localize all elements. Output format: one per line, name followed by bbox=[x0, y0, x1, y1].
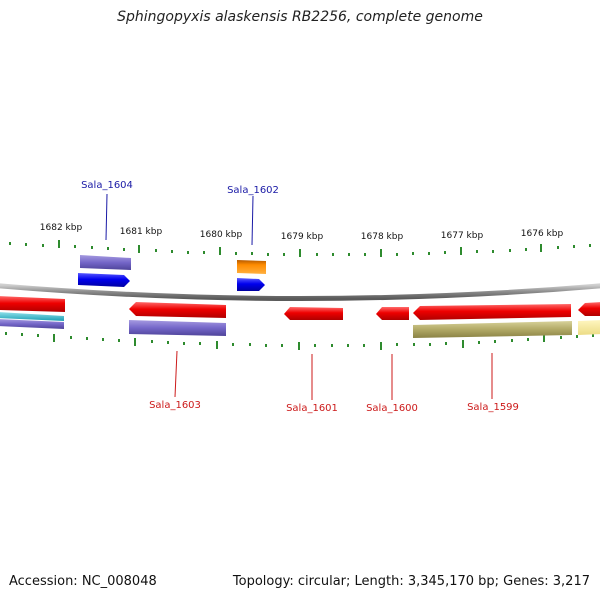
scale-label: 1677 kbp bbox=[441, 231, 484, 241]
forward-strand-features bbox=[78, 255, 266, 291]
gene-arrow-sala-1600[interactable] bbox=[376, 307, 409, 320]
gene-labels: Sala_1604 Sala_1602 Sala_1603 Sala_1601 … bbox=[81, 180, 519, 414]
genome-backbone bbox=[0, 283, 600, 301]
gene-arrow-sala-1603[interactable] bbox=[129, 302, 226, 318]
scale-label: 1676 kbp bbox=[521, 229, 564, 239]
map-title: Sphingopyxis alaskensis RB2256, complete… bbox=[117, 9, 483, 25]
accession-text: Accession: NC_008048 bbox=[9, 574, 157, 589]
gene-label-sala-1600[interactable]: Sala_1600 bbox=[366, 403, 418, 414]
gene-block-sala-1603-cog[interactable] bbox=[129, 320, 226, 336]
gene-arrow-sala-1604[interactable] bbox=[78, 273, 130, 287]
genome-summary-text: Topology: circular; Length: 3,345,170 bp… bbox=[232, 574, 590, 589]
gene-arrow-sala-1599[interactable] bbox=[413, 304, 571, 320]
scale-label: 1680 kbp bbox=[200, 230, 243, 240]
gene-arrow-left-edge[interactable] bbox=[0, 296, 65, 312]
gene-label-sala-1604[interactable]: Sala_1604 bbox=[81, 180, 133, 191]
scale-label: 1678 kbp bbox=[361, 232, 404, 242]
gene-label-sala-1599[interactable]: Sala_1599 bbox=[467, 402, 519, 413]
label-leaders bbox=[105, 193, 493, 400]
scale-labels: 1682 kbp 1681 kbp 1680 kbp 1679 kbp 1678… bbox=[40, 223, 564, 242]
gene-label-sala-1601[interactable]: Sala_1601 bbox=[286, 403, 338, 414]
reverse-strand-features bbox=[0, 296, 600, 338]
gene-block-sala-1602-cog[interactable] bbox=[237, 260, 266, 274]
scale-label: 1682 kbp bbox=[40, 223, 83, 233]
gene-block-left-edge-cyan[interactable] bbox=[0, 312, 64, 321]
gene-block-right-edge-pale[interactable] bbox=[578, 320, 600, 335]
scale-label: 1679 kbp bbox=[281, 232, 324, 242]
gene-block-sala-1599-cog[interactable] bbox=[413, 321, 572, 338]
scale-label: 1681 kbp bbox=[120, 227, 163, 237]
gene-arrow-sala-1602[interactable] bbox=[237, 278, 265, 291]
gene-label-sala-1602[interactable]: Sala_1602 bbox=[227, 185, 279, 196]
gene-label-sala-1603[interactable]: Sala_1603 bbox=[149, 400, 201, 411]
gene-arrow-sala-1601[interactable] bbox=[284, 307, 343, 320]
gene-block-left-edge-purple[interactable] bbox=[0, 319, 64, 329]
gene-block-sala-1604-cog[interactable] bbox=[80, 255, 131, 270]
gene-arrow-right-edge[interactable] bbox=[578, 302, 600, 316]
scale-ticks-outer bbox=[9, 240, 591, 257]
scale-ticks-inner bbox=[5, 332, 594, 350]
